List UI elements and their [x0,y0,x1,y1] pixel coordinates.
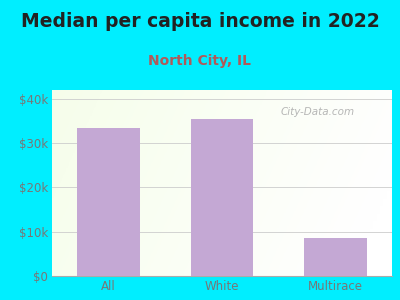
Bar [191,119,253,276]
Text: North City, IL: North City, IL [148,54,252,68]
Bar [78,128,140,276]
Text: Median per capita income in 2022: Median per capita income in 2022 [21,12,379,31]
Text: City-Data.com: City-Data.com [280,107,354,117]
Bar [304,238,366,276]
